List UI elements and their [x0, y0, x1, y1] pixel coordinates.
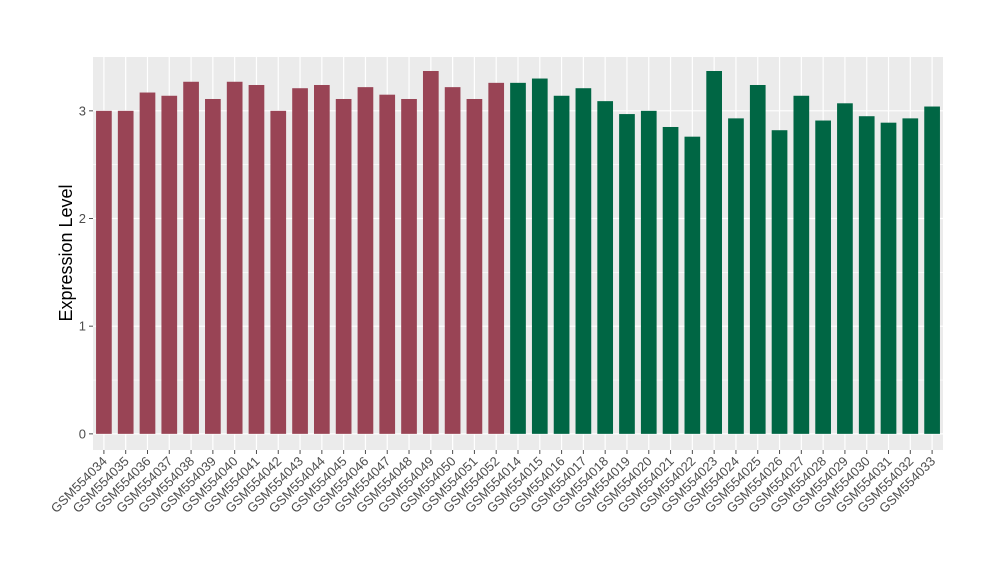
bar: [96, 110, 112, 434]
bar: [706, 70, 722, 434]
y-tick-label: 0: [79, 426, 86, 441]
bar: [793, 95, 810, 434]
bar: [924, 106, 940, 434]
y-tick-label: 2: [79, 211, 86, 226]
bar: [292, 88, 308, 434]
bar: [531, 78, 548, 434]
bar: [488, 82, 505, 434]
bar: [401, 98, 417, 434]
bar: [422, 70, 439, 434]
bar: [575, 88, 592, 434]
bar: [270, 110, 287, 434]
bar: [335, 98, 352, 434]
bar: [205, 98, 221, 434]
bar: [880, 122, 897, 434]
bar: [357, 87, 374, 434]
bar: [444, 87, 461, 434]
bar: [510, 82, 526, 434]
y-axis-title: Expression Level: [56, 184, 76, 321]
bar: [815, 120, 831, 434]
bar: [379, 94, 396, 434]
bar: [139, 92, 156, 434]
bar: [314, 84, 330, 434]
bar: [619, 114, 635, 434]
bar: [684, 136, 701, 434]
bar: [466, 98, 483, 434]
bars: [96, 70, 940, 434]
bar: [902, 118, 919, 434]
bar: [248, 84, 265, 434]
bar: [183, 81, 199, 434]
bar: [858, 116, 875, 434]
y-axis-ticks: 0 1 2 3: [79, 103, 93, 441]
bar: [728, 118, 744, 434]
y-tick-label: 3: [79, 103, 86, 118]
bar: [226, 81, 243, 434]
y-tick-label: 1: [79, 319, 86, 334]
bar: [662, 126, 679, 434]
x-axis-ticks: GSM554034GSM554035GSM554036GSM554037GSM5…: [48, 450, 938, 516]
bar: [771, 130, 788, 434]
bar: [117, 110, 134, 434]
bar: [837, 103, 853, 434]
bar: [597, 101, 614, 434]
bar: [640, 110, 657, 434]
bar: [553, 95, 570, 434]
bar: [161, 95, 178, 434]
bar: [749, 84, 766, 434]
